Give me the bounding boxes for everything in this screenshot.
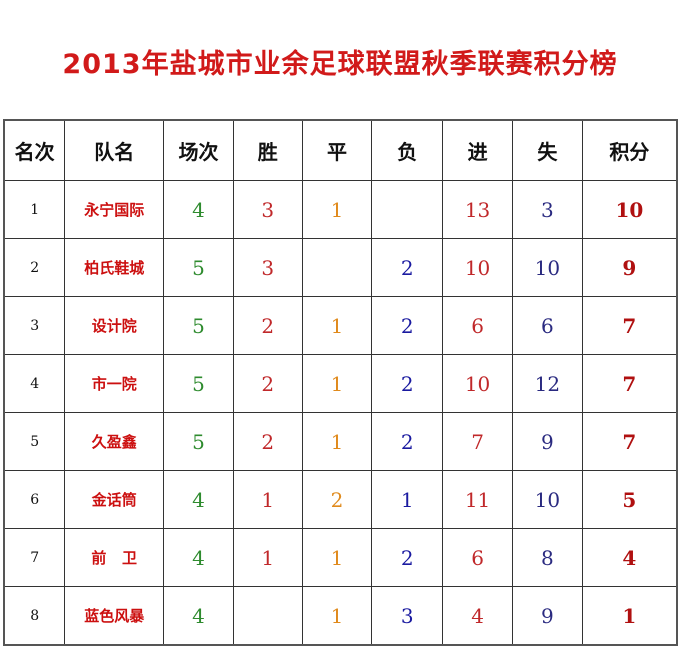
cell-lost: 2 [371,354,444,413]
cell-points: 7 [581,296,678,355]
table-row: 6 金话筒 4 1 2 1 11 10 5 [3,470,678,529]
header-won: 胜 [232,119,303,181]
cell-won: 2 [232,412,303,471]
cell-drawn: 1 [301,296,373,355]
cell-goals-for: 6 [442,296,513,355]
cell-lost: 2 [371,238,444,297]
cell-goals-against: 10 [511,470,583,529]
cell-won: 3 [232,238,303,297]
cell-lost: 3 [371,586,444,646]
header-goals-against: 失 [511,119,583,181]
cell-played: 5 [163,238,234,297]
cell-goals-for: 6 [442,528,513,587]
header-goals-for: 进 [442,119,513,181]
cell-rank: 7 [3,528,66,587]
header-team: 队名 [64,119,165,181]
table-row: 2 柏氏鞋城 5 3 2 10 10 9 [3,238,678,297]
cell-drawn: 1 [301,528,373,587]
header-points: 积分 [581,119,678,181]
cell-won: 3 [232,180,303,239]
cell-won: 1 [232,470,303,529]
cell-rank: 5 [3,412,66,471]
cell-points: 7 [581,354,678,413]
header-row: 名次 队名 场次胜平负进失积分 [3,119,678,181]
cell-points: 9 [581,238,678,297]
cell-points: 1 [581,586,678,646]
cell-played: 4 [163,528,234,587]
cell-won: 1 [232,528,303,587]
cell-goals-for: 10 [442,238,513,297]
cell-played: 4 [163,470,234,529]
cell-team: 永宁国际 [64,180,165,239]
cell-drawn: 1 [301,180,373,239]
cell-drawn: 1 [301,354,373,413]
table-row: 4 市一院 5 2 1 2 10 12 7 [3,354,678,413]
cell-lost: 1 [371,470,444,529]
cell-team: 金话筒 [64,470,165,529]
cell-won [232,586,303,646]
cell-played: 5 [163,296,234,355]
cell-lost [371,180,444,239]
header-played: 场次 [163,119,234,181]
cell-team: 柏氏鞋城 [64,238,165,297]
cell-team: 市一院 [64,354,165,413]
cell-rank: 3 [3,296,66,355]
page-title: 2013年盐城市业余足球联盟秋季联赛积分榜 [62,49,618,80]
cell-lost: 2 [371,412,444,471]
cell-team: 设计院 [64,296,165,355]
cell-rank: 8 [3,586,66,646]
cell-goals-against: 3 [511,180,583,239]
table-row: 5 久盈鑫 5 2 1 2 7 9 7 [3,412,678,471]
cell-won: 2 [232,296,303,355]
cell-goals-for: 13 [442,180,513,239]
cell-goals-against: 8 [511,528,583,587]
cell-lost: 2 [371,528,444,587]
cell-goals-for: 10 [442,354,513,413]
header-lost: 负 [371,119,444,181]
cell-goals-against: 9 [511,586,583,646]
cell-goals-against: 10 [511,238,583,297]
cell-team: 蓝色风暴 [64,586,165,646]
cell-rank: 2 [3,238,66,297]
header-drawn: 平 [301,119,373,181]
cell-goals-against: 6 [511,296,583,355]
cell-played: 4 [163,180,234,239]
cell-team: 前 卫 [64,528,165,587]
header-rank: 名次 [3,119,66,181]
cell-drawn [301,238,373,297]
standings-table: 名次 队名 场次胜平负进失积分 1 永宁国际 4 3 1 13 3 10 2 柏氏鞋城 5 3 2 10 10 9… [3,119,678,646]
cell-points: 4 [581,528,678,587]
cell-points: 10 [581,180,678,239]
cell-rank: 4 [3,354,66,413]
cell-rank: 1 [3,180,66,239]
cell-goals-for: 7 [442,412,513,471]
cell-drawn: 1 [301,586,373,646]
cell-played: 5 [163,354,234,413]
cell-rank: 6 [3,470,66,529]
cell-won: 2 [232,354,303,413]
cell-played: 5 [163,412,234,471]
cell-lost: 2 [371,296,444,355]
cell-points: 5 [581,470,678,529]
cell-goals-against: 9 [511,412,583,471]
table-row: 8 蓝色风暴 4 1 3 4 9 1 [3,586,678,646]
cell-points: 7 [581,412,678,471]
cell-drawn: 1 [301,412,373,471]
cell-team: 久盈鑫 [64,412,165,471]
cell-goals-against: 12 [511,354,583,413]
cell-goals-for: 11 [442,470,513,529]
cell-goals-for: 4 [442,586,513,646]
table-row: 1 永宁国际 4 3 1 13 3 10 [3,180,678,239]
cell-played: 4 [163,586,234,646]
cell-drawn: 2 [301,470,373,529]
table-row: 3 设计院 5 2 1 2 6 6 7 [3,296,678,355]
